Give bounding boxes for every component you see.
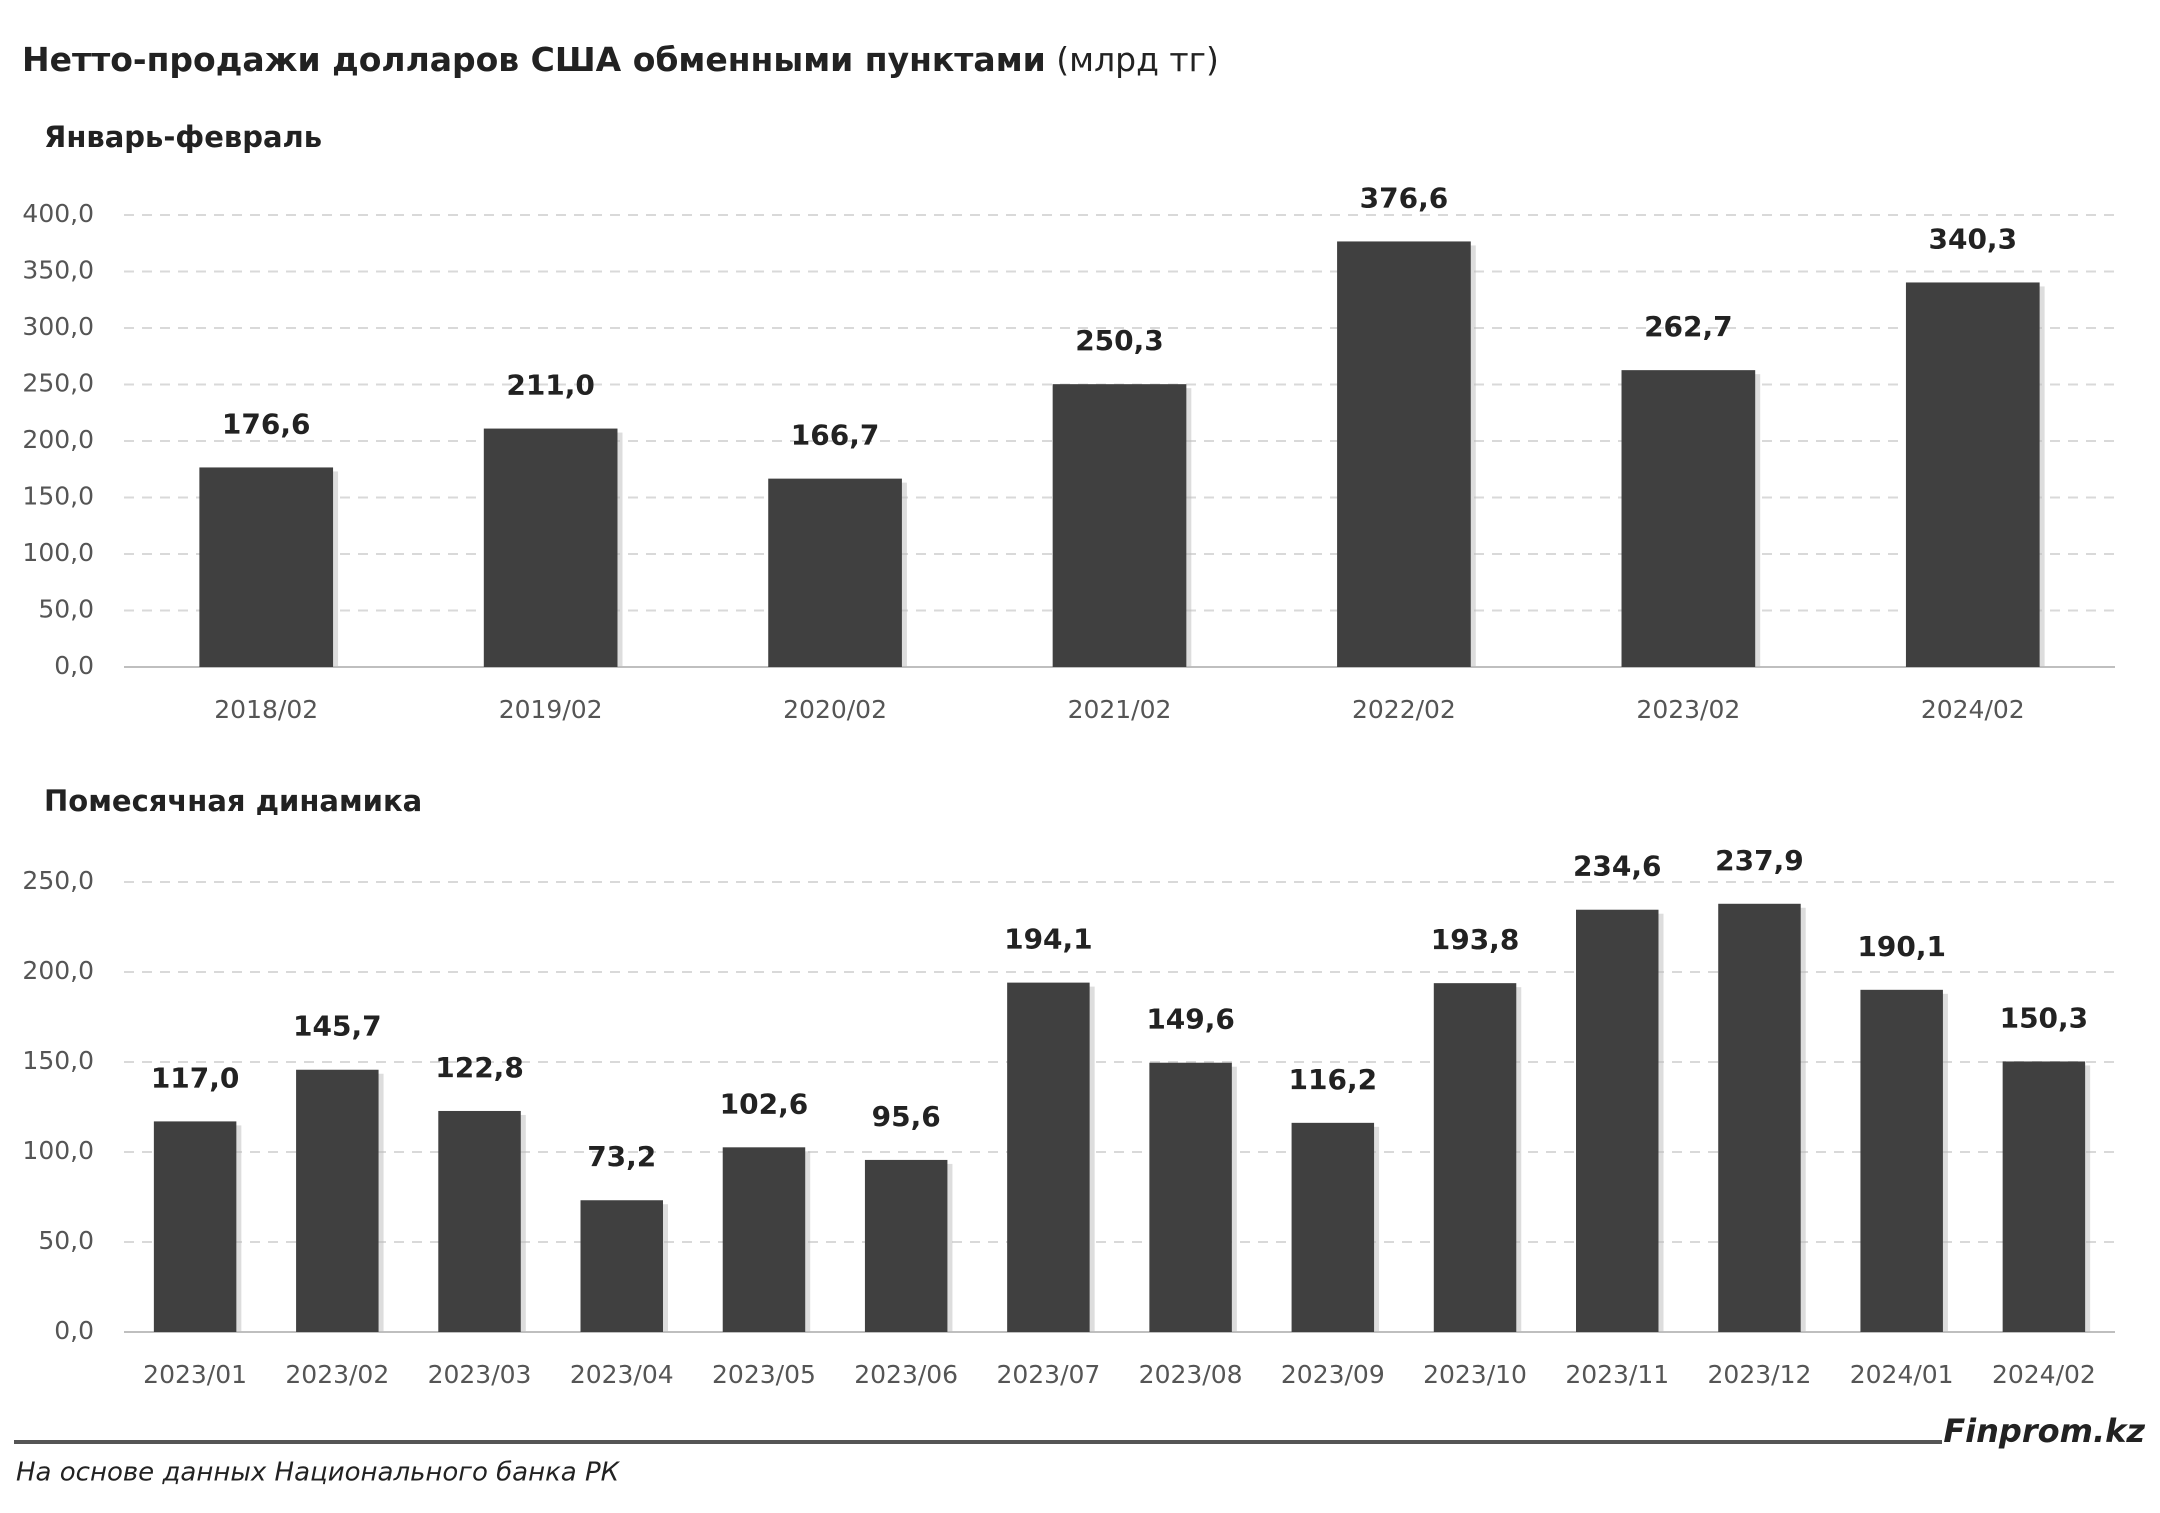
x-tick-label: 2023/10 [1423,1360,1527,1389]
bar [1576,909,1659,1332]
bar [483,428,618,667]
y-tick-label: 50,0 [38,595,94,624]
value-label: 194,1 [1004,923,1093,956]
value-label: 149,6 [1146,1003,1235,1036]
value-label: 193,8 [1431,923,1520,956]
value-label: 95,6 [872,1100,941,1133]
value-label: 190,1 [1857,930,1946,963]
y-tick-label: 100,0 [22,538,94,567]
title-main: Нетто-продажи долларов США обменными пун… [22,40,1046,79]
x-tick-label: 2019/02 [499,695,603,724]
y-tick-label: 300,0 [22,312,94,341]
y-tick-label: 100,0 [22,1136,94,1165]
x-tick-label: 2024/01 [1850,1360,1954,1389]
bar [1905,282,2040,667]
x-tick-label: 2020/02 [783,695,887,724]
x-tick-label: 2024/02 [1921,695,2025,724]
value-label: 150,3 [2000,1001,2089,1034]
chart-subtitle: Помесячная динамика [44,784,422,818]
value-label: 145,7 [293,1010,382,1043]
x-tick-label: 2023/02 [285,1360,389,1389]
bar [1291,1122,1375,1332]
bar [1007,982,1090,1332]
y-tick-label: 200,0 [22,425,94,454]
value-label: 122,8 [435,1051,524,1084]
bar [296,1069,379,1332]
source: На основе данных Национального банка РК [16,1458,621,1488]
y-tick-label: 0,0 [54,1316,94,1345]
value-label: 250,3 [1075,324,1164,357]
y-tick-label: 350,0 [22,256,94,285]
bar [1337,241,1471,667]
bar [1052,384,1187,667]
x-tick-label: 2024/02 [1992,1360,2096,1389]
value-label: 117,0 [151,1061,240,1094]
y-tick-label: 50,0 [38,1226,94,1255]
bar [438,1110,521,1332]
y-tick-label: 0,0 [54,651,94,680]
value-label: 262,7 [1644,310,1733,343]
x-tick-label: 2023/06 [854,1360,958,1389]
y-tick-label: 150,0 [22,482,94,511]
value-label: 237,9 [1715,844,1804,877]
chart-subtitle: Январь-февраль [44,120,322,154]
value-label: 234,6 [1573,850,1662,883]
bar [768,478,902,667]
x-tick-label: 2018/02 [214,695,318,724]
bar [580,1200,663,1332]
value-label: 376,6 [1360,181,1449,214]
x-tick-label: 2023/11 [1565,1360,1669,1389]
bar [153,1121,237,1332]
x-tick-label: 2023/02 [1636,695,1740,724]
y-tick-label: 400,0 [22,199,94,228]
y-tick-label: 250,0 [22,369,94,398]
value-label: 176,6 [222,407,311,440]
x-tick-label: 2023/05 [712,1360,816,1389]
value-label: 102,6 [720,1087,809,1120]
x-tick-label: 2023/08 [1139,1360,1243,1389]
x-tick-label: 2023/04 [570,1360,674,1389]
bar [722,1147,806,1332]
value-label: 211,0 [506,369,595,402]
value-label: 116,2 [1289,1063,1378,1096]
x-tick-label: 2023/12 [1708,1360,1812,1389]
x-tick-label: 2023/07 [996,1360,1100,1389]
title: Нетто-продажи долларов США обменными пун… [22,40,1219,79]
bar [1621,370,1756,667]
value-label: 340,3 [1928,222,2017,255]
brand: Finprom.kz [1943,1412,2145,1450]
y-tick-label: 150,0 [22,1046,94,1075]
bar [1718,903,1801,1332]
bar [199,467,334,667]
x-tick-label: 2023/09 [1281,1360,1385,1389]
x-tick-label: 2021/02 [1068,695,1172,724]
x-tick-label: 2022/02 [1352,695,1456,724]
bar [1149,1062,1232,1332]
x-tick-label: 2023/03 [428,1360,532,1389]
x-tick-label: 2023/01 [143,1360,247,1389]
bar [1433,983,1517,1332]
bar [2002,1061,2086,1332]
value-label: 73,2 [587,1140,656,1173]
y-tick-label: 200,0 [22,956,94,985]
bar [1860,989,1943,1332]
title-unit: (млрд тг) [1056,40,1219,79]
bar [864,1159,948,1332]
y-tick-label: 250,0 [22,866,94,895]
value-label: 166,7 [791,419,880,452]
